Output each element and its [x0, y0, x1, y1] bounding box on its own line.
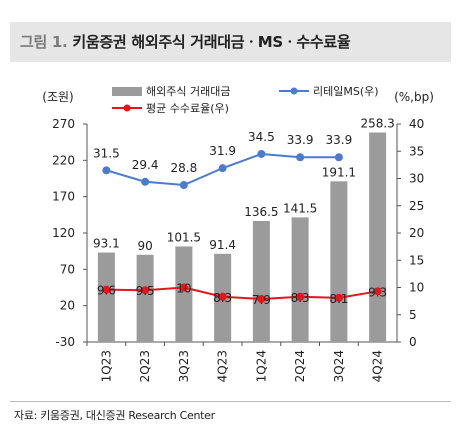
left-tick-label: 120: [52, 226, 75, 240]
line-value-label: 29.4: [132, 158, 159, 172]
line-value-label: 10: [176, 282, 191, 296]
series-point: [296, 292, 305, 301]
line-series: [102, 149, 382, 303]
title-bar: 그림 1. 키움증권 해외주식 거래대금ㆍMSㆍ수수료율: [10, 22, 451, 62]
series-line: [106, 286, 378, 300]
x-tick-label: 1Q24: [254, 350, 268, 382]
series-point: [179, 283, 188, 292]
right-tick-label: 20: [409, 226, 424, 240]
x-tick-label: 2Q24: [293, 350, 307, 382]
line-value-label: 8.1: [329, 292, 348, 306]
x-tick-label: 2Q23: [138, 350, 152, 382]
series-point: [257, 149, 266, 158]
line-value-label: 8.3: [291, 291, 310, 305]
line-value-label: 9.3: [368, 285, 387, 299]
bar-value-label: 136.5: [244, 205, 278, 219]
left-tick-label: 70: [60, 262, 75, 276]
x-tick-label: 3Q23: [177, 350, 191, 382]
line-value-label: 34.5: [248, 130, 275, 144]
line-value-label: 8.3: [213, 291, 232, 305]
series-point: [218, 292, 227, 301]
bar: [136, 254, 154, 342]
line-value-label: 9.6: [97, 284, 116, 298]
bar-value-label: 93.1: [93, 237, 120, 251]
x-tick-label: 1Q23: [99, 350, 113, 382]
left-tick-label: -30: [55, 335, 75, 349]
legend-swatch-volume: [112, 87, 142, 96]
legend-label-volume: 해외주식 거래대금: [146, 84, 230, 98]
data-labels: 93.1 90 101.5 91.4 136.5 141.5 191.1 258.3 31.5 2…: [93, 117, 395, 307]
legend-marker-ms: [290, 87, 298, 95]
legend: 해외주식 거래대금 리테일MS(우) 평균 수수료율(우): [112, 84, 379, 115]
bar: [291, 217, 309, 342]
chart-title: 그림 1. 키움증권 해외주식 거래대금ㆍMSㆍ수수료율: [20, 31, 351, 52]
left-axis-unit: (조원): [42, 90, 73, 104]
right-axis-unit: (%,bp): [394, 90, 434, 104]
line-value-label: 28.8: [171, 161, 198, 175]
right-tick-label: 40: [409, 117, 424, 131]
divider: [10, 401, 451, 402]
bar-value-label: 91.4: [209, 238, 236, 252]
bar: [175, 246, 193, 342]
right-tick-label: 30: [409, 172, 424, 186]
right-tick-label: 15: [409, 253, 424, 267]
left-tick-label: 20: [60, 299, 75, 313]
series-point: [102, 285, 111, 294]
series-point: [141, 177, 150, 186]
series-point: [257, 294, 266, 303]
left-tick-label: 270: [52, 117, 75, 131]
left-tick-label: 170: [52, 190, 75, 204]
legend-label-fee: 평균 수수료율(우): [146, 102, 229, 115]
chart: (조원) (%,bp) 해외주식 거래대금 리테일MS(우) 평균 수수료율(우…: [42, 84, 434, 382]
series-point: [141, 286, 150, 295]
bar: [369, 132, 387, 342]
right-tick-label: 35: [409, 144, 424, 158]
series-point: [373, 287, 382, 296]
line-value-label: 31.5: [93, 146, 120, 160]
line-value-label: 31.9: [209, 144, 236, 158]
line-value-label: 9.5: [136, 284, 155, 298]
series-point: [334, 153, 343, 162]
series-point: [179, 181, 188, 190]
x-tick-label: 4Q23: [216, 350, 230, 382]
left-tick-label: 220: [52, 153, 75, 167]
bar: [330, 181, 348, 342]
bar-series: [97, 132, 387, 342]
legend-label-ms: 리테일MS(우): [313, 84, 379, 98]
series-point: [102, 166, 111, 175]
bar: [252, 221, 270, 342]
title-text: 키움증권 해외주식 거래대금ㆍMSㆍ수수료율: [72, 33, 351, 51]
bar-value-label: 101.5: [167, 230, 201, 244]
bar: [97, 252, 115, 342]
bar-value-label: 258.3: [360, 117, 394, 131]
series-point: [296, 153, 305, 162]
right-tick-label: 10: [409, 281, 424, 295]
line-value-label: 33.9: [287, 133, 314, 147]
series-point: [218, 164, 227, 173]
right-tick-label: 25: [409, 199, 424, 213]
series-point: [334, 293, 343, 302]
right-tick-label: 0: [409, 335, 417, 349]
bar-value-label: 141.5: [283, 201, 317, 215]
legend-marker-fee: [123, 104, 131, 112]
right-tick-label: 5: [409, 308, 417, 322]
source-note: 자료: 키움증권, 대신증권 Research Center: [14, 409, 215, 422]
figure-label: 그림 1.: [20, 33, 68, 51]
x-tick-label: 3Q24: [332, 350, 346, 382]
line-value-label: 33.9: [326, 133, 353, 147]
bar-value-label: 191.1: [322, 165, 356, 179]
x-tick-label: 4Q24: [371, 350, 385, 382]
line-value-label: 7.9: [252, 293, 271, 307]
bar-value-label: 90: [137, 239, 152, 253]
